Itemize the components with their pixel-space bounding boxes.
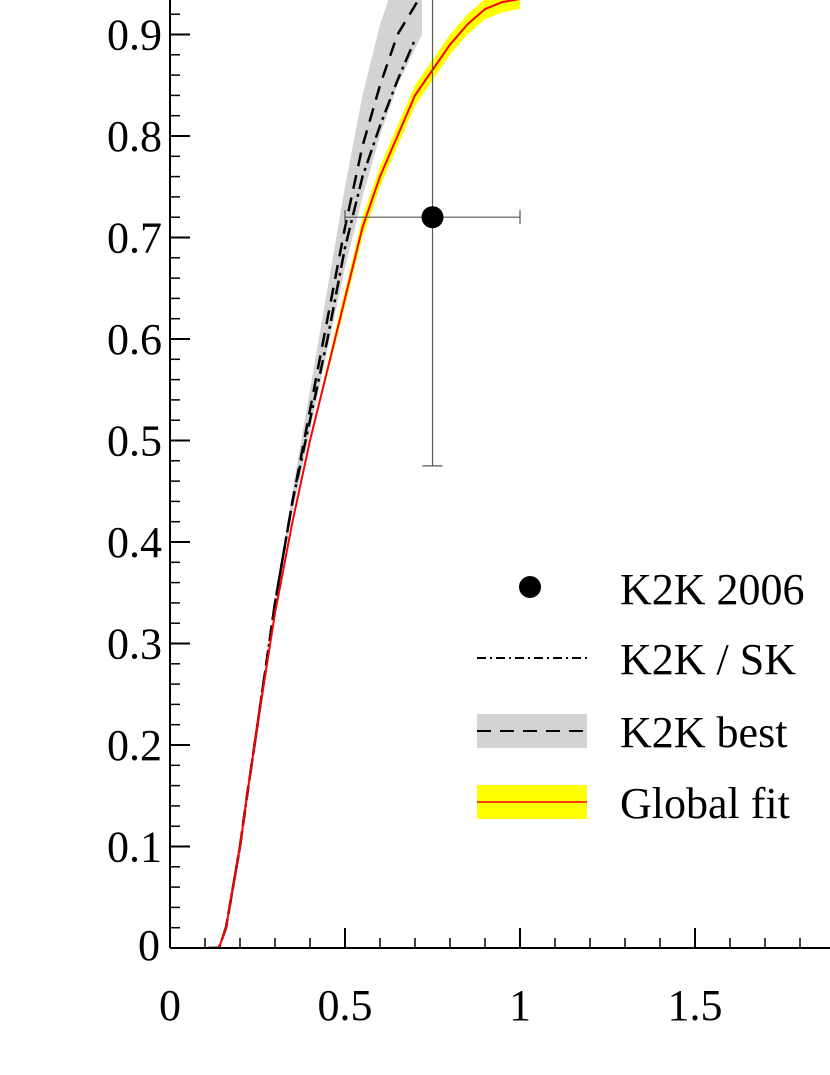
data-point (421, 206, 444, 229)
legend-item-k2k-best: K2K best (477, 708, 787, 757)
y-tick-label: 0.9 (107, 11, 162, 60)
global-fit-curve (208, 0, 521, 948)
y-tick-label: 0.5 (107, 417, 162, 466)
legend-label: Global fit (620, 779, 790, 828)
legend-label: K2K 2006 (620, 565, 805, 614)
x-tick-label: 1 (509, 981, 531, 1030)
axes (169, 0, 830, 949)
k2k-best-curve (208, 0, 420, 948)
legend-item-k2k-sk: K2K / SK (477, 635, 796, 684)
legend-label: K2K best (620, 708, 787, 757)
legend-label: K2K / SK (620, 635, 796, 684)
y-tick-label: 0.7 (107, 214, 162, 263)
ticks: 0 0.5 1 1.5 0 0.1 0.2 0.3 0.4 0.5 0.6 0.7 0.8 0.9 (107, 11, 801, 1030)
y-tick-label: 0.8 (107, 112, 162, 161)
x-tick-label: 0 (159, 981, 181, 1030)
legend: K2K 2006 K2K / SK K2K best Global fit (477, 565, 805, 828)
legend-item-k2k-2006: K2K 2006 (519, 565, 805, 614)
x-tick-label: 0.5 (318, 981, 373, 1030)
k2k-best-band (208, 0, 422, 948)
legend-dot-icon (519, 576, 541, 598)
x-tick-label: 1.5 (668, 981, 723, 1030)
data-points (344, 0, 521, 467)
y-tick-label: 0 (138, 921, 160, 970)
y-tick-label: 0.2 (107, 721, 162, 770)
y-tick-label: 0.4 (107, 518, 162, 567)
curve-layer (208, 0, 521, 948)
y-tick-label: 0.1 (107, 823, 162, 872)
legend-item-global-fit: Global fit (477, 779, 790, 828)
k2k-sk-curve (208, 39, 417, 948)
y-tick-label: 0.3 (107, 620, 162, 669)
y-tick-label: 0.6 (107, 315, 162, 364)
